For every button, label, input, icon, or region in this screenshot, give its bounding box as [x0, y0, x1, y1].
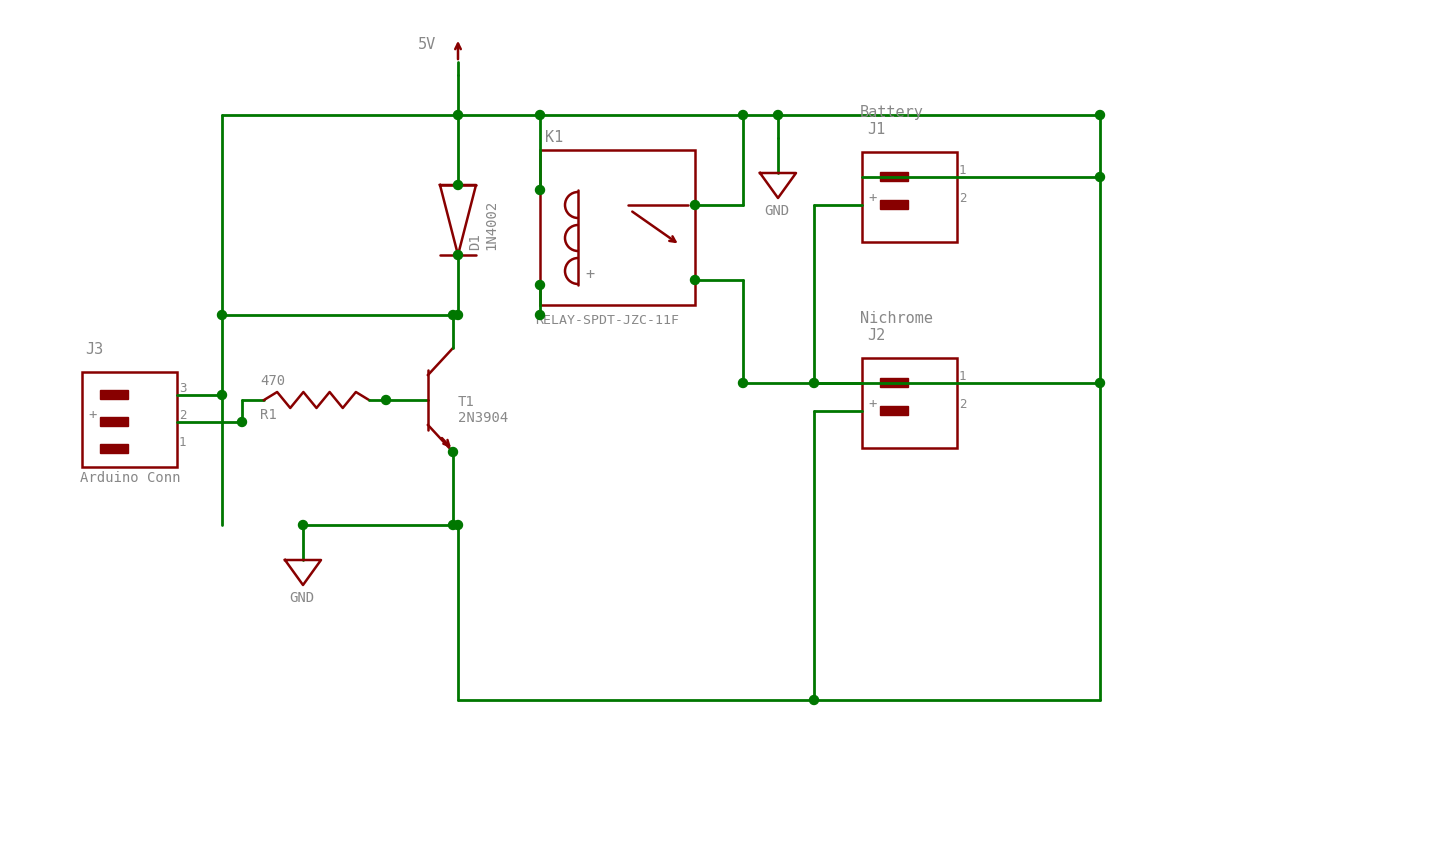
Text: 2: 2: [959, 192, 967, 205]
Circle shape: [1096, 173, 1104, 181]
Circle shape: [298, 521, 307, 529]
Text: 2: 2: [179, 409, 186, 422]
Circle shape: [449, 448, 457, 456]
Text: +: +: [585, 267, 595, 283]
Circle shape: [1096, 111, 1104, 119]
Text: 5V: 5V: [417, 37, 436, 52]
Text: R1: R1: [260, 408, 277, 422]
Circle shape: [773, 111, 783, 119]
Text: GND: GND: [764, 204, 789, 218]
Circle shape: [453, 111, 463, 119]
Circle shape: [1096, 379, 1104, 387]
Text: 2: 2: [959, 398, 967, 411]
Bar: [82, 372, 176, 467]
Circle shape: [381, 396, 390, 404]
Bar: [880, 378, 908, 387]
Bar: [880, 406, 908, 415]
Text: D1
1N4002: D1 1N4002: [467, 200, 498, 250]
Text: J3: J3: [85, 342, 103, 357]
Bar: [541, 150, 695, 305]
Circle shape: [535, 111, 545, 119]
Text: 470: 470: [260, 374, 285, 388]
Circle shape: [218, 391, 227, 399]
Bar: [862, 152, 956, 242]
Text: J2: J2: [868, 328, 885, 343]
Circle shape: [810, 695, 819, 705]
Circle shape: [535, 186, 545, 195]
Bar: [100, 390, 128, 399]
Text: +: +: [87, 408, 96, 422]
Circle shape: [238, 418, 247, 426]
Bar: [100, 444, 128, 453]
Text: RELAY-SPDT-JZC-11F: RELAY-SPDT-JZC-11F: [535, 314, 680, 327]
Circle shape: [810, 379, 819, 387]
Circle shape: [453, 521, 463, 529]
Circle shape: [691, 276, 700, 284]
Text: +: +: [868, 191, 876, 205]
Circle shape: [449, 521, 457, 529]
Text: GND: GND: [290, 591, 314, 605]
Circle shape: [739, 379, 747, 387]
Text: +: +: [868, 397, 876, 411]
Bar: [880, 172, 908, 181]
Text: Arduino Conn: Arduino Conn: [80, 471, 181, 485]
Text: 3: 3: [179, 382, 186, 395]
Circle shape: [739, 111, 747, 119]
Circle shape: [218, 311, 227, 319]
Text: Battery: Battery: [860, 105, 923, 120]
Text: Nichrome: Nichrome: [860, 311, 934, 326]
Circle shape: [453, 250, 463, 260]
Text: J1: J1: [868, 122, 885, 137]
Circle shape: [453, 311, 463, 319]
Text: 1: 1: [959, 370, 967, 383]
Circle shape: [535, 281, 545, 289]
Text: 1: 1: [959, 164, 967, 177]
Bar: [880, 200, 908, 209]
Circle shape: [453, 180, 463, 190]
Circle shape: [691, 201, 700, 209]
Text: 1: 1: [179, 436, 186, 449]
Text: K1: K1: [545, 130, 564, 145]
Circle shape: [535, 311, 545, 319]
Bar: [862, 358, 956, 448]
Bar: [100, 417, 128, 426]
Circle shape: [449, 311, 457, 319]
Text: T1
2N3904: T1 2N3904: [457, 395, 508, 426]
